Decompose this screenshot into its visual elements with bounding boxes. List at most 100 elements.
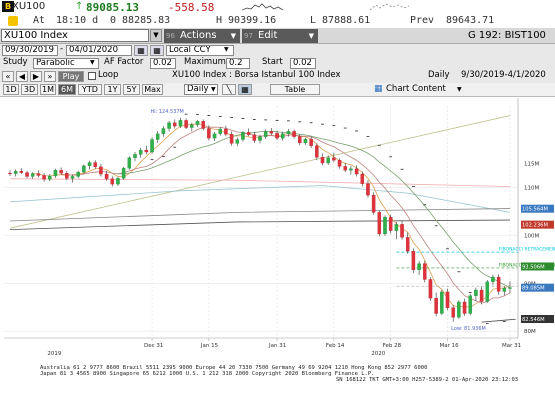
candle-up [218, 128, 222, 134]
x-tick-label: Mar 16 [440, 343, 460, 349]
period-select[interactable]: Daily [184, 84, 218, 95]
loop-label: Loop [98, 70, 119, 80]
up-arrow-icon: ↑ [75, 1, 84, 12]
ma-10-line [61, 126, 511, 304]
study-chevron-icon[interactable]: ▼ [90, 59, 95, 66]
candle-down [462, 301, 467, 314]
table-button[interactable]: Table [270, 84, 320, 95]
candle-down [423, 263, 427, 280]
candle-up [440, 291, 444, 314]
period-select-chevron-icon[interactable]: ▼ [211, 86, 216, 93]
period-button-max[interactable]: Max [142, 84, 163, 95]
currency-select[interactable]: Local CCY [166, 45, 234, 56]
at-label: At [33, 15, 46, 26]
sparkline [242, 3, 284, 11]
yellow-flag-icon [8, 16, 18, 26]
candle-down [292, 131, 296, 137]
candle-up [280, 133, 285, 139]
candle-up [178, 120, 183, 127]
period-button-3d[interactable]: 3D [21, 84, 38, 95]
period-button-5y[interactable]: 5Y [123, 84, 140, 95]
loop-checkbox[interactable] [88, 72, 96, 80]
af-factor-label: AF Factor [104, 57, 144, 67]
footer-line-2: Japan 81 3 4565 8900 Singapore 65 6212 1… [40, 371, 375, 377]
actions-button[interactable]: 96 Actions ▼ [164, 29, 240, 43]
page-title: G 192: BIST100 [468, 30, 546, 41]
candle-down [337, 159, 342, 167]
prev-label: Prev [410, 15, 435, 26]
candle-down [184, 120, 188, 128]
candle-up [258, 136, 262, 141]
price-badge [521, 262, 554, 271]
calendar-2-icon[interactable]: ▦ [150, 45, 164, 56]
period-button-ytd[interactable]: YTD [78, 84, 102, 95]
maximum-input[interactable]: 0.2 [226, 58, 250, 69]
candle-down [479, 289, 484, 302]
candle-up [87, 162, 92, 167]
quote-high: H 90399.16 [216, 15, 277, 26]
candle-down [309, 138, 313, 146]
chart-content-chevron-icon[interactable]: ▼ [457, 86, 462, 93]
start-input[interactable]: 0.02 [290, 58, 316, 69]
quote-detail-row: XU100 At 18:10 d 0 88285.83 H 90399.16 L… [0, 1, 555, 28]
candle-up [30, 173, 35, 177]
security-field[interactable]: XU100 Index [1, 29, 149, 42]
af-factor-input[interactable]: 0.02 [150, 58, 176, 69]
calendar-icon[interactable]: ▦ [134, 45, 148, 56]
x-tick-label: Feb 14 [326, 343, 345, 349]
candle-down [400, 224, 404, 238]
candle-up [474, 289, 478, 296]
period-button-1m[interactable]: 1M [40, 84, 56, 95]
candle-up [155, 133, 160, 140]
candle-down [496, 276, 501, 292]
quote-prev: 89643.71 [446, 15, 495, 26]
price-badge-label: 102.236M [522, 223, 548, 229]
draw-tool-icon[interactable]: ▦ [238, 84, 252, 95]
x-tick-label: Feb 28 [383, 343, 402, 349]
moving-average-line [9, 178, 511, 187]
moving-average-line [9, 185, 511, 213]
candle-up [383, 217, 387, 235]
security-field-arrow-icon[interactable]: ▼ [150, 29, 162, 42]
quote-low: L 87888.61 [310, 15, 371, 26]
candle-up [508, 287, 512, 289]
candle-up [485, 281, 490, 302]
ticker-label: XU100 [12, 1, 46, 12]
line-tool-icon[interactable]: ╲ [222, 84, 236, 95]
back-button[interactable]: ◀ [16, 71, 28, 82]
candle-down [405, 237, 410, 252]
study-select[interactable]: Parabolic [33, 58, 99, 69]
candle-down [332, 157, 336, 161]
period-button-1y[interactable]: 1Y [104, 84, 121, 95]
footer-line-3: SN 168122 TKT GMT+3:00 H257-5389-2 01-Ap… [336, 377, 519, 383]
candle-up [241, 132, 245, 140]
candle-down [59, 170, 63, 174]
candle-up [138, 149, 143, 155]
period-button-6m[interactable]: 6M [58, 84, 76, 95]
end-date-input[interactable]: 04/01/2020 [66, 45, 132, 56]
quote-time: 18:10 d [56, 15, 99, 26]
start-date-input[interactable]: 09/30/2019 [2, 45, 58, 56]
candle-down [99, 166, 103, 175]
rewind-button[interactable]: « [2, 71, 14, 82]
fast-forward-button[interactable]: » [44, 71, 56, 82]
candle-up [491, 276, 495, 283]
currency-chevron-icon[interactable]: ▼ [224, 46, 229, 53]
period-button-1d[interactable]: 1D [3, 84, 19, 95]
candle-down [371, 194, 376, 213]
play-button[interactable]: Play [58, 71, 84, 82]
candle-up [326, 157, 330, 164]
quote-change: -558.58 [168, 1, 215, 14]
candle-down [224, 128, 228, 135]
candle-down [110, 178, 115, 185]
quote-header: B XU100 ↑ 89085.13 -558.58 [0, 0, 555, 14]
forward-button[interactable]: ▶ [30, 71, 42, 82]
candle-down [451, 307, 455, 318]
chart-content-button[interactable]: Chart Content [386, 84, 446, 94]
candle-up [417, 263, 421, 271]
edit-button[interactable]: 97 Edit ▼ [242, 29, 318, 43]
x-year-label: 2019 [47, 351, 61, 357]
high-annotation: Hi: 124.537M [150, 109, 183, 115]
x-tick-label: Dec 31 [144, 343, 163, 349]
